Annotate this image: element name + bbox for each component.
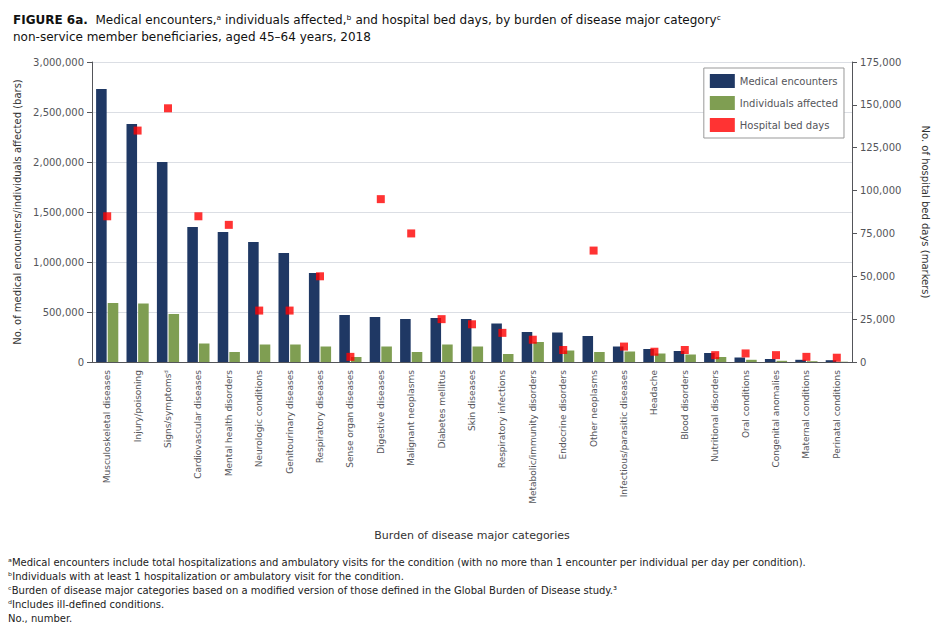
svg-text:ᵈIncludes ill-defined conditio: ᵈIncludes ill-defined conditions. <box>8 599 164 610</box>
svg-text:125,000: 125,000 <box>860 142 901 153</box>
svg-text:Diabetes mellitus: Diabetes mellitus <box>437 370 447 449</box>
svg-text:Maternal conditions: Maternal conditions <box>801 370 811 459</box>
svg-text:1,500,000: 1,500,000 <box>33 207 84 218</box>
svg-text:Nutritional disorders: Nutritional disorders <box>710 370 720 462</box>
svg-text:Blood disorders: Blood disorders <box>680 370 690 440</box>
svg-text:ᵃMedical encounters include to: ᵃMedical encounters include total hospit… <box>8 557 806 568</box>
svg-text:Genitourinary diseases: Genitourinary diseases <box>285 370 295 474</box>
svg-text:Endocrine disorders: Endocrine disorders <box>558 370 568 460</box>
svg-text:175,000: 175,000 <box>860 57 901 68</box>
svg-text:Signs/symptomsᵈ: Signs/symptomsᵈ <box>163 370 173 448</box>
svg-text:Mental health disorders: Mental health disorders <box>224 370 234 477</box>
svg-text:0: 0 <box>78 357 84 368</box>
svg-text:Headache: Headache <box>649 370 659 416</box>
svg-text:Metabolic/immunity disorders: Metabolic/immunity disorders <box>528 370 538 504</box>
svg-text:FIGURE 6a.: FIGURE 6a. <box>13 13 88 27</box>
svg-text:25,000: 25,000 <box>860 314 895 325</box>
svg-text:No. of medical encounters/indi: No. of medical encounters/individuals af… <box>12 79 23 345</box>
svg-text:Sense organ diseases: Sense organ diseases <box>345 370 355 468</box>
svg-text:Musculoskeletal diseases: Musculoskeletal diseases <box>102 370 112 484</box>
svg-text:Hospital bed days: Hospital bed days <box>740 120 830 131</box>
svg-text:Infectious/parasitic diseases: Infectious/parasitic diseases <box>619 370 629 498</box>
svg-text:Perinatal conditions: Perinatal conditions <box>832 370 842 459</box>
svg-text:Neurologic conditions: Neurologic conditions <box>254 370 264 468</box>
svg-text:No. of hospital bed days (mark: No. of hospital bed days (markers) <box>920 126 931 299</box>
svg-text:ᶜBurden of disease major categ: ᶜBurden of disease major categories base… <box>8 585 617 596</box>
svg-text:0: 0 <box>860 357 866 368</box>
svg-text:Other neoplasms: Other neoplasms <box>589 370 599 447</box>
svg-text:Medical encounters: Medical encounters <box>740 76 838 87</box>
svg-text:non-service member beneficiari: non-service member beneficiaries, aged 4… <box>13 30 371 44</box>
svg-text:3,000,000: 3,000,000 <box>33 57 84 68</box>
svg-text:Burden of disease major catego: Burden of disease major categories <box>374 529 570 542</box>
svg-text:100,000: 100,000 <box>860 185 901 196</box>
svg-text:2,000,000: 2,000,000 <box>33 157 84 168</box>
svg-text:Congenital anomalies: Congenital anomalies <box>771 370 781 468</box>
svg-text:Respiratory infections: Respiratory infections <box>497 370 507 469</box>
svg-text:50,000: 50,000 <box>860 271 895 282</box>
svg-text:Medical encounters,ᵃ individua: Medical encounters,ᵃ individuals affecte… <box>88 13 725 27</box>
svg-text:Digestive diseases: Digestive diseases <box>376 370 386 454</box>
svg-text:ᵇIndividuals with at least 1 h: ᵇIndividuals with at least 1 hospitaliza… <box>8 571 404 582</box>
svg-text:No., number.: No., number. <box>8 613 72 624</box>
svg-text:75,000: 75,000 <box>860 228 895 239</box>
svg-text:500,000: 500,000 <box>43 307 84 318</box>
svg-text:Malignant neoplasms: Malignant neoplasms <box>406 370 416 466</box>
svg-text:Oral conditions: Oral conditions <box>741 370 751 438</box>
svg-text:Respiratory diseases: Respiratory diseases <box>315 370 325 464</box>
svg-text:Cardiovascular diseases: Cardiovascular diseases <box>193 370 203 479</box>
svg-text:1,000,000: 1,000,000 <box>33 257 84 268</box>
svg-text:2,500,000: 2,500,000 <box>33 107 84 118</box>
svg-text:Skin diseases: Skin diseases <box>467 370 477 431</box>
svg-text:Injury/poisoning: Injury/poisoning <box>133 370 143 442</box>
svg-text:150,000: 150,000 <box>860 99 901 110</box>
svg-text:Individuals affected: Individuals affected <box>740 98 838 109</box>
